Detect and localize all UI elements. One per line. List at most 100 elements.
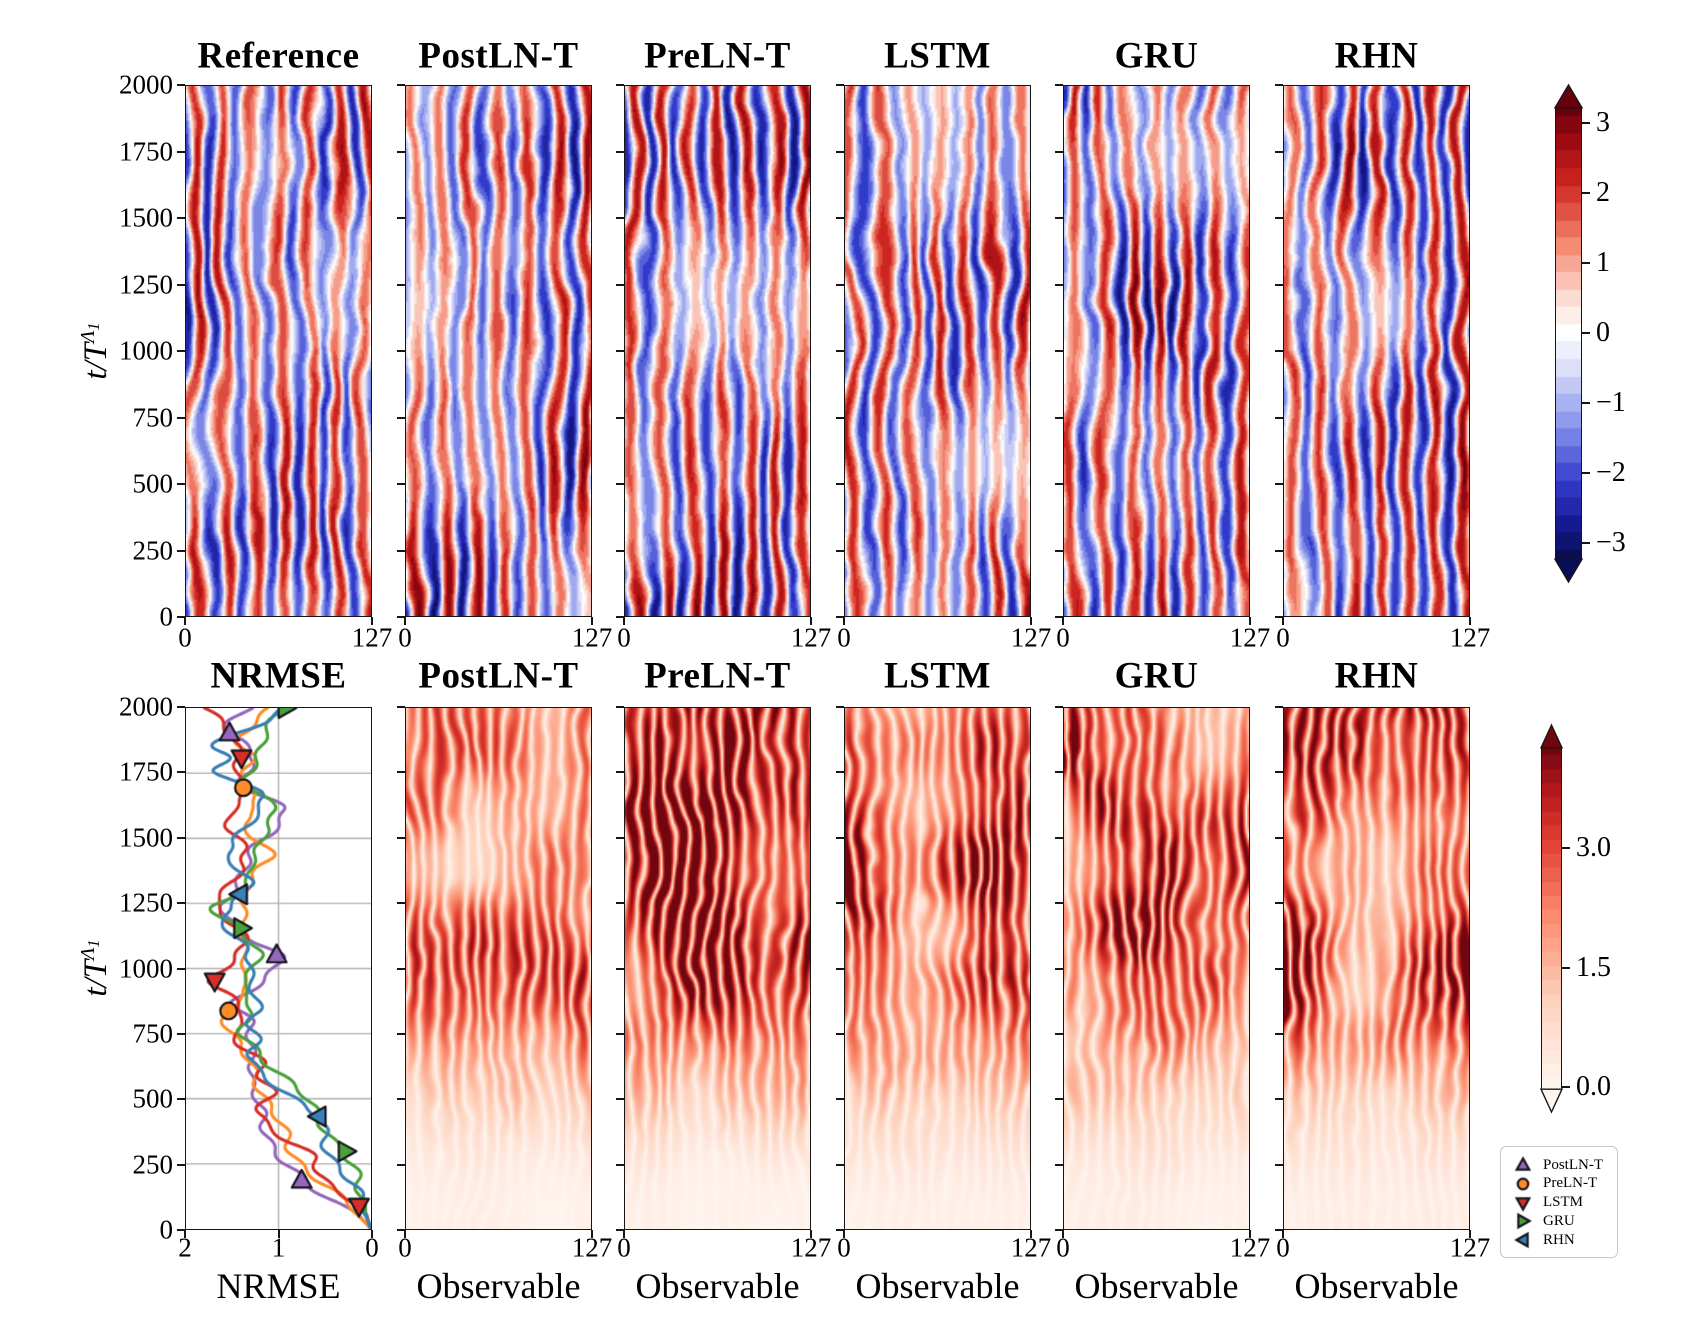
x-tick bbox=[404, 617, 406, 625]
y-tick bbox=[616, 1032, 624, 1035]
y-tick bbox=[836, 902, 844, 905]
x-tick bbox=[810, 1230, 812, 1238]
y-tick-label: 1750 bbox=[119, 136, 173, 166]
x-tick bbox=[1282, 1230, 1284, 1238]
x-tick-label: 127 bbox=[1229, 622, 1271, 653]
legend-entry-preln-t: PreLN-T bbox=[1514, 1174, 1604, 1193]
x-tick bbox=[404, 1230, 406, 1238]
panel-bottom-lstm bbox=[844, 707, 1031, 1230]
panel-top-preln-t bbox=[624, 85, 811, 617]
y-tick-label: 250 bbox=[132, 535, 174, 565]
x-tick-label: 127 bbox=[571, 622, 613, 653]
heatmap-canvas-bottom-gru bbox=[1064, 708, 1249, 1229]
y-tick bbox=[397, 967, 405, 970]
colorbar-top-tick bbox=[1582, 472, 1590, 474]
colorbar-top-tick bbox=[1582, 402, 1590, 404]
y-tick bbox=[397, 836, 405, 839]
y-tick bbox=[177, 967, 185, 970]
y-tick bbox=[836, 483, 844, 485]
x-tick bbox=[371, 1230, 373, 1238]
x-tick-label: 0 bbox=[1056, 1232, 1070, 1263]
x-tick-label: 127 bbox=[351, 622, 393, 653]
x-tick-label: 0 bbox=[178, 622, 192, 653]
y-tick bbox=[397, 483, 405, 485]
colorbar-top-tick-label: 0 bbox=[1596, 317, 1610, 348]
x-tick-label: 127 bbox=[571, 1232, 613, 1263]
y-tick bbox=[1055, 1032, 1063, 1035]
y-tick bbox=[1055, 706, 1063, 708]
panel-title-bottom-postln-t: PostLN-T bbox=[418, 655, 579, 697]
legend-entry-gru: GRU bbox=[1514, 1212, 1604, 1231]
colorbar-top-tick-label: 2 bbox=[1596, 177, 1610, 208]
y-tick bbox=[1055, 549, 1063, 552]
colorbar-top-tick bbox=[1582, 542, 1590, 544]
x-tick bbox=[1469, 617, 1471, 625]
y-tick bbox=[397, 283, 405, 286]
panel-title-top-gru: GRU bbox=[1114, 35, 1199, 77]
x-tick-label: 127 bbox=[790, 622, 832, 653]
colorbar-top-tick bbox=[1582, 192, 1590, 194]
panel-title-top-rhn: RHN bbox=[1334, 35, 1419, 77]
y-tick bbox=[1055, 416, 1063, 419]
colorbar-bottom-tick-label: 1.5 bbox=[1576, 951, 1611, 983]
y-tick-label: 250 bbox=[132, 1149, 174, 1180]
y-tick bbox=[1055, 1229, 1063, 1231]
panel-top-rhn bbox=[1283, 85, 1470, 617]
heatmap-canvas-bottom-postln-t bbox=[406, 708, 591, 1229]
y-tick bbox=[1055, 84, 1063, 86]
x-tick-label: 0 bbox=[617, 1232, 631, 1263]
y-tick bbox=[836, 150, 844, 153]
y-tick bbox=[1055, 616, 1063, 618]
heatmap-canvas-top-reference bbox=[186, 86, 371, 616]
x-tick-label: 0 bbox=[365, 1232, 379, 1263]
y-tick bbox=[1275, 836, 1283, 839]
y-tick bbox=[616, 967, 624, 970]
colorbar-top-tick-label: 3 bbox=[1596, 107, 1610, 138]
circle-icon bbox=[1514, 1174, 1532, 1193]
x-tick bbox=[1030, 1230, 1032, 1238]
y-tick bbox=[616, 836, 624, 839]
x-tick bbox=[1249, 617, 1251, 625]
y-tick bbox=[616, 1098, 624, 1101]
panel-title-bottom-nrmse: NRMSE bbox=[210, 655, 347, 697]
y-tick bbox=[1055, 1098, 1063, 1101]
legend-label: PreLN-T bbox=[1543, 1175, 1598, 1192]
x-tick bbox=[1062, 617, 1064, 625]
y-tick-label: 1500 bbox=[119, 202, 173, 233]
y-tick bbox=[1275, 1098, 1283, 1101]
legend-entry-postln-t: PostLN-T bbox=[1514, 1156, 1604, 1174]
y-tick bbox=[397, 1098, 405, 1101]
y-tick bbox=[1275, 967, 1283, 970]
y-tick bbox=[616, 217, 624, 219]
y-tick bbox=[616, 771, 624, 774]
y-tick bbox=[1055, 836, 1063, 839]
colorbar-top-tick-label: 1 bbox=[1596, 247, 1610, 278]
x-tick-label: 127 bbox=[1229, 1232, 1271, 1263]
y-tick bbox=[1275, 706, 1283, 708]
colorbar-top-lower-arrow-icon bbox=[1553, 558, 1584, 584]
x-axis-label-observable-5: Observable bbox=[1294, 1266, 1459, 1306]
panel-title-top-postln-t: PostLN-T bbox=[418, 35, 579, 77]
y-tick bbox=[836, 217, 844, 219]
y-tick bbox=[397, 1163, 405, 1166]
panel-bottom-rhn bbox=[1283, 707, 1470, 1230]
x-tick bbox=[810, 617, 812, 625]
x-tick bbox=[1469, 1230, 1471, 1238]
y-tick bbox=[177, 549, 185, 552]
y-tick bbox=[836, 771, 844, 774]
legend: PostLN-T PreLN-T LSTM GRU RHN bbox=[1500, 1146, 1618, 1258]
y-tick bbox=[1275, 1032, 1283, 1035]
panel-top-postln-t bbox=[405, 85, 592, 617]
y-tick bbox=[397, 416, 405, 419]
y-tick bbox=[177, 706, 185, 708]
y-tick bbox=[177, 350, 185, 352]
y-tick-label: 500 bbox=[132, 1083, 174, 1114]
triangle-right-icon bbox=[1514, 1212, 1532, 1231]
y-tick bbox=[1275, 483, 1283, 485]
y-tick-label: 1250 bbox=[119, 887, 173, 918]
x-tick-label: 2 bbox=[178, 1232, 192, 1263]
y-tick bbox=[1055, 967, 1063, 970]
y-tick bbox=[836, 350, 844, 352]
x-tick bbox=[184, 1230, 186, 1238]
